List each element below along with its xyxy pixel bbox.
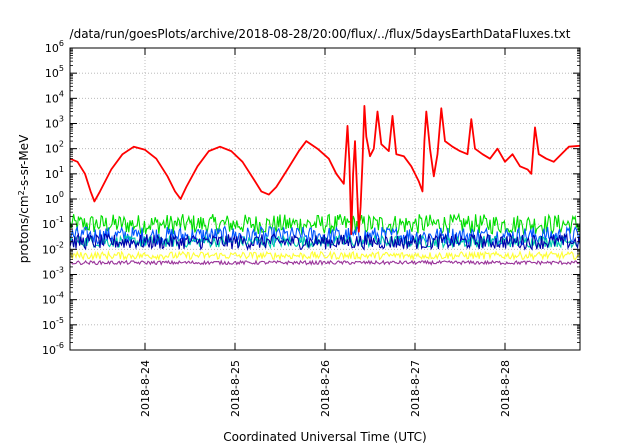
y-axis-title: protons/cm2-s-sr-MeV [17,134,31,263]
y-tick-label: 103 [45,115,64,131]
y-tick-label: 10-5 [42,316,64,332]
y-tick-label: 101 [45,165,64,181]
y-tick-label: 106 [45,39,64,55]
y-axis-title-main: protons/cm [17,195,31,263]
y-tick-label: 10-4 [42,291,64,307]
y-tick-label: 10-1 [42,215,64,231]
x-tick-label: 2018-8-27 [409,360,422,417]
y-tick-label: 10-2 [42,240,64,256]
series-lines [69,105,581,236]
x-tick-label: 2018-8-26 [319,360,332,417]
x-tick-label: 2018-8-28 [499,360,512,417]
y-axis-ticks: 10-6 10-5 10-4 10-3 10-2 10-1 100 101 102 103 104 1… [42,39,580,357]
y-tick-label: 104 [45,89,64,105]
grid-lines [70,48,580,350]
y-axis-title-unit: -s-sr-MeV [17,134,31,190]
y-tick-label: 10-6 [42,341,64,357]
series-band-line [69,250,581,262]
series-bands [69,212,581,267]
x-tick-label: 2018-8-25 [229,360,242,417]
series-band-line [69,212,581,236]
x-axis-ticks: 2018-8-24 2018-8-25 2018-8-26 2018-8-27 2018… [139,48,512,417]
chart-title: /data/run/goesPlots/archive/2018-08-28/2… [70,27,571,41]
series-line [69,105,581,236]
x-axis-title: Coordinated Universal Time (UTC) [223,430,426,444]
y-tick-label: 100 [45,190,64,206]
x-tick-label: 2018-8-24 [139,360,152,417]
y-tick-label: 10-3 [42,266,64,282]
series-band-line [69,232,581,252]
y-tick-label: 102 [45,140,64,156]
series-band-line [69,259,581,267]
y-axis-title-superscript: 2 [17,190,26,195]
y-tick-label: 105 [45,64,64,80]
